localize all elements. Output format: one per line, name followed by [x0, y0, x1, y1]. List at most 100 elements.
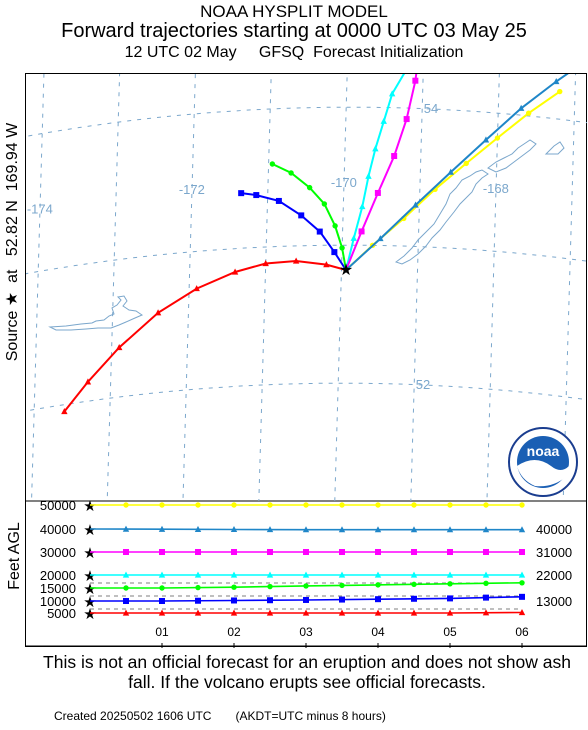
altitude-point [303, 502, 309, 508]
altitude-series[interactable] [89, 502, 526, 616]
source-star-icon: ★ [83, 581, 96, 598]
altitude-point [374, 571, 382, 578]
trajectory[interactable] [269, 161, 347, 271]
altitude-right-label: 40000 [536, 522, 572, 537]
trajectory-point [61, 407, 68, 415]
meridian-line [31, 74, 45, 501]
altitude-point [158, 571, 166, 578]
altitude-point [194, 525, 202, 532]
altitude-tick-label: 40000 [40, 522, 76, 537]
altitude-tick-label: 15000 [40, 581, 76, 596]
altitude-point [410, 526, 418, 533]
meridian-line [182, 74, 196, 501]
altitude-series-line[interactable] [90, 571, 526, 578]
trajectory-line [63, 259, 347, 413]
altitude-point [123, 502, 129, 508]
altitude-series-line[interactable] [89, 525, 526, 533]
altitude-point [339, 582, 345, 589]
altitude-tick-label: 50000 [40, 498, 76, 513]
trajectory-point [238, 190, 245, 197]
altitude-point [483, 594, 489, 601]
altitude-point [482, 526, 490, 533]
altitude-point [159, 585, 165, 591]
altitude-point [267, 549, 273, 555]
altitude-point [375, 549, 381, 555]
longitude-label: -170 [331, 175, 357, 190]
altitude-series-line[interactable] [90, 609, 526, 616]
trajectory[interactable] [238, 190, 347, 271]
altitude-point [518, 609, 526, 616]
trajectory-point [358, 228, 365, 235]
source-star-icon: ★ [83, 545, 96, 562]
trajectory-point [316, 228, 323, 235]
trajectory-point [372, 145, 379, 152]
altitude-series-line[interactable] [90, 549, 525, 555]
time-tick-label: 06 [515, 625, 529, 639]
altitude-point [195, 502, 201, 508]
altitude-point [194, 571, 202, 578]
source-star-icon: ★ [83, 606, 96, 623]
trajectory-point [553, 77, 560, 85]
altitude-point [447, 502, 453, 508]
trajectory[interactable] [345, 74, 587, 271]
altitude-point [231, 584, 237, 590]
altitude-point [159, 502, 165, 508]
trajectory-point [517, 104, 525, 111]
altitude-series-line[interactable] [90, 593, 525, 604]
altitude-right-label: 13000 [536, 594, 572, 609]
trajectory[interactable] [61, 257, 347, 415]
trajectory-point [380, 117, 387, 124]
meridian-line [410, 74, 424, 501]
altitude-point [302, 609, 310, 616]
altitude-point [267, 597, 273, 604]
trajectory-point [412, 201, 419, 208]
coastline-small-islands [487, 139, 565, 173]
trajectory-point [288, 170, 294, 176]
latitude-label: 52 [416, 377, 430, 392]
time-tick-label: 01 [155, 625, 169, 639]
trajectory-point [331, 249, 338, 256]
altitude-series-line[interactable] [90, 502, 525, 508]
altitude-point [123, 598, 129, 604]
altitude-point [158, 609, 166, 616]
altitude-point [519, 580, 525, 586]
trajectory-point [359, 203, 366, 210]
timezone-note: (AKDT=UTC minus 8 hours) [235, 709, 386, 723]
trajectory-point [463, 160, 469, 167]
trajectory-map[interactable]: -174-172-170-168-1665452 ★ noaa [26, 74, 587, 501]
altitude-point [447, 595, 453, 602]
source-star-icon[interactable]: ★ [339, 262, 353, 279]
created-timestamp: Created 20250502 1606 UTC [54, 709, 212, 723]
altitude-point [195, 584, 201, 591]
altitude-series-line[interactable] [90, 580, 525, 591]
altitude-point [231, 502, 237, 508]
altitude-point [482, 609, 490, 616]
altitude-point [375, 582, 381, 588]
trajectory-lines[interactable] [61, 74, 587, 415]
altitude-point [410, 609, 418, 616]
altitude-point [482, 571, 490, 578]
altitude-chart[interactable]: 50000 ★ 40000 ★ 30000 ★ 20000 ★ 15000 ★ 10000 ★ 5000… [0, 495, 588, 655]
trajectory[interactable] [345, 74, 428, 271]
trajectory-point [494, 135, 501, 141]
trajectory-line [345, 74, 406, 271]
altitude-point [302, 526, 310, 533]
trajectory-point [292, 257, 300, 264]
coastline [48, 139, 565, 331]
altitude-point [266, 609, 274, 616]
trajectory[interactable] [345, 74, 411, 271]
altitude-tick-label: 10000 [40, 594, 76, 609]
altitude-point [159, 598, 165, 604]
altitude-point [302, 571, 310, 578]
longitude-label: -168 [483, 181, 509, 196]
altitude-point [519, 549, 525, 555]
latitude-label: 54 [424, 101, 438, 116]
altitude-point [411, 549, 417, 555]
altitude-tick-label: 30000 [40, 545, 76, 560]
meridian-line [486, 74, 500, 501]
altitude-right-label: 31000 [536, 545, 572, 560]
source-star-icon: ★ [83, 522, 96, 539]
trajectory-point [447, 168, 454, 175]
trajectory-point [323, 261, 330, 268]
footer: Created 20250502 1606 UTC (AKDT=UTC minus… [54, 709, 410, 723]
